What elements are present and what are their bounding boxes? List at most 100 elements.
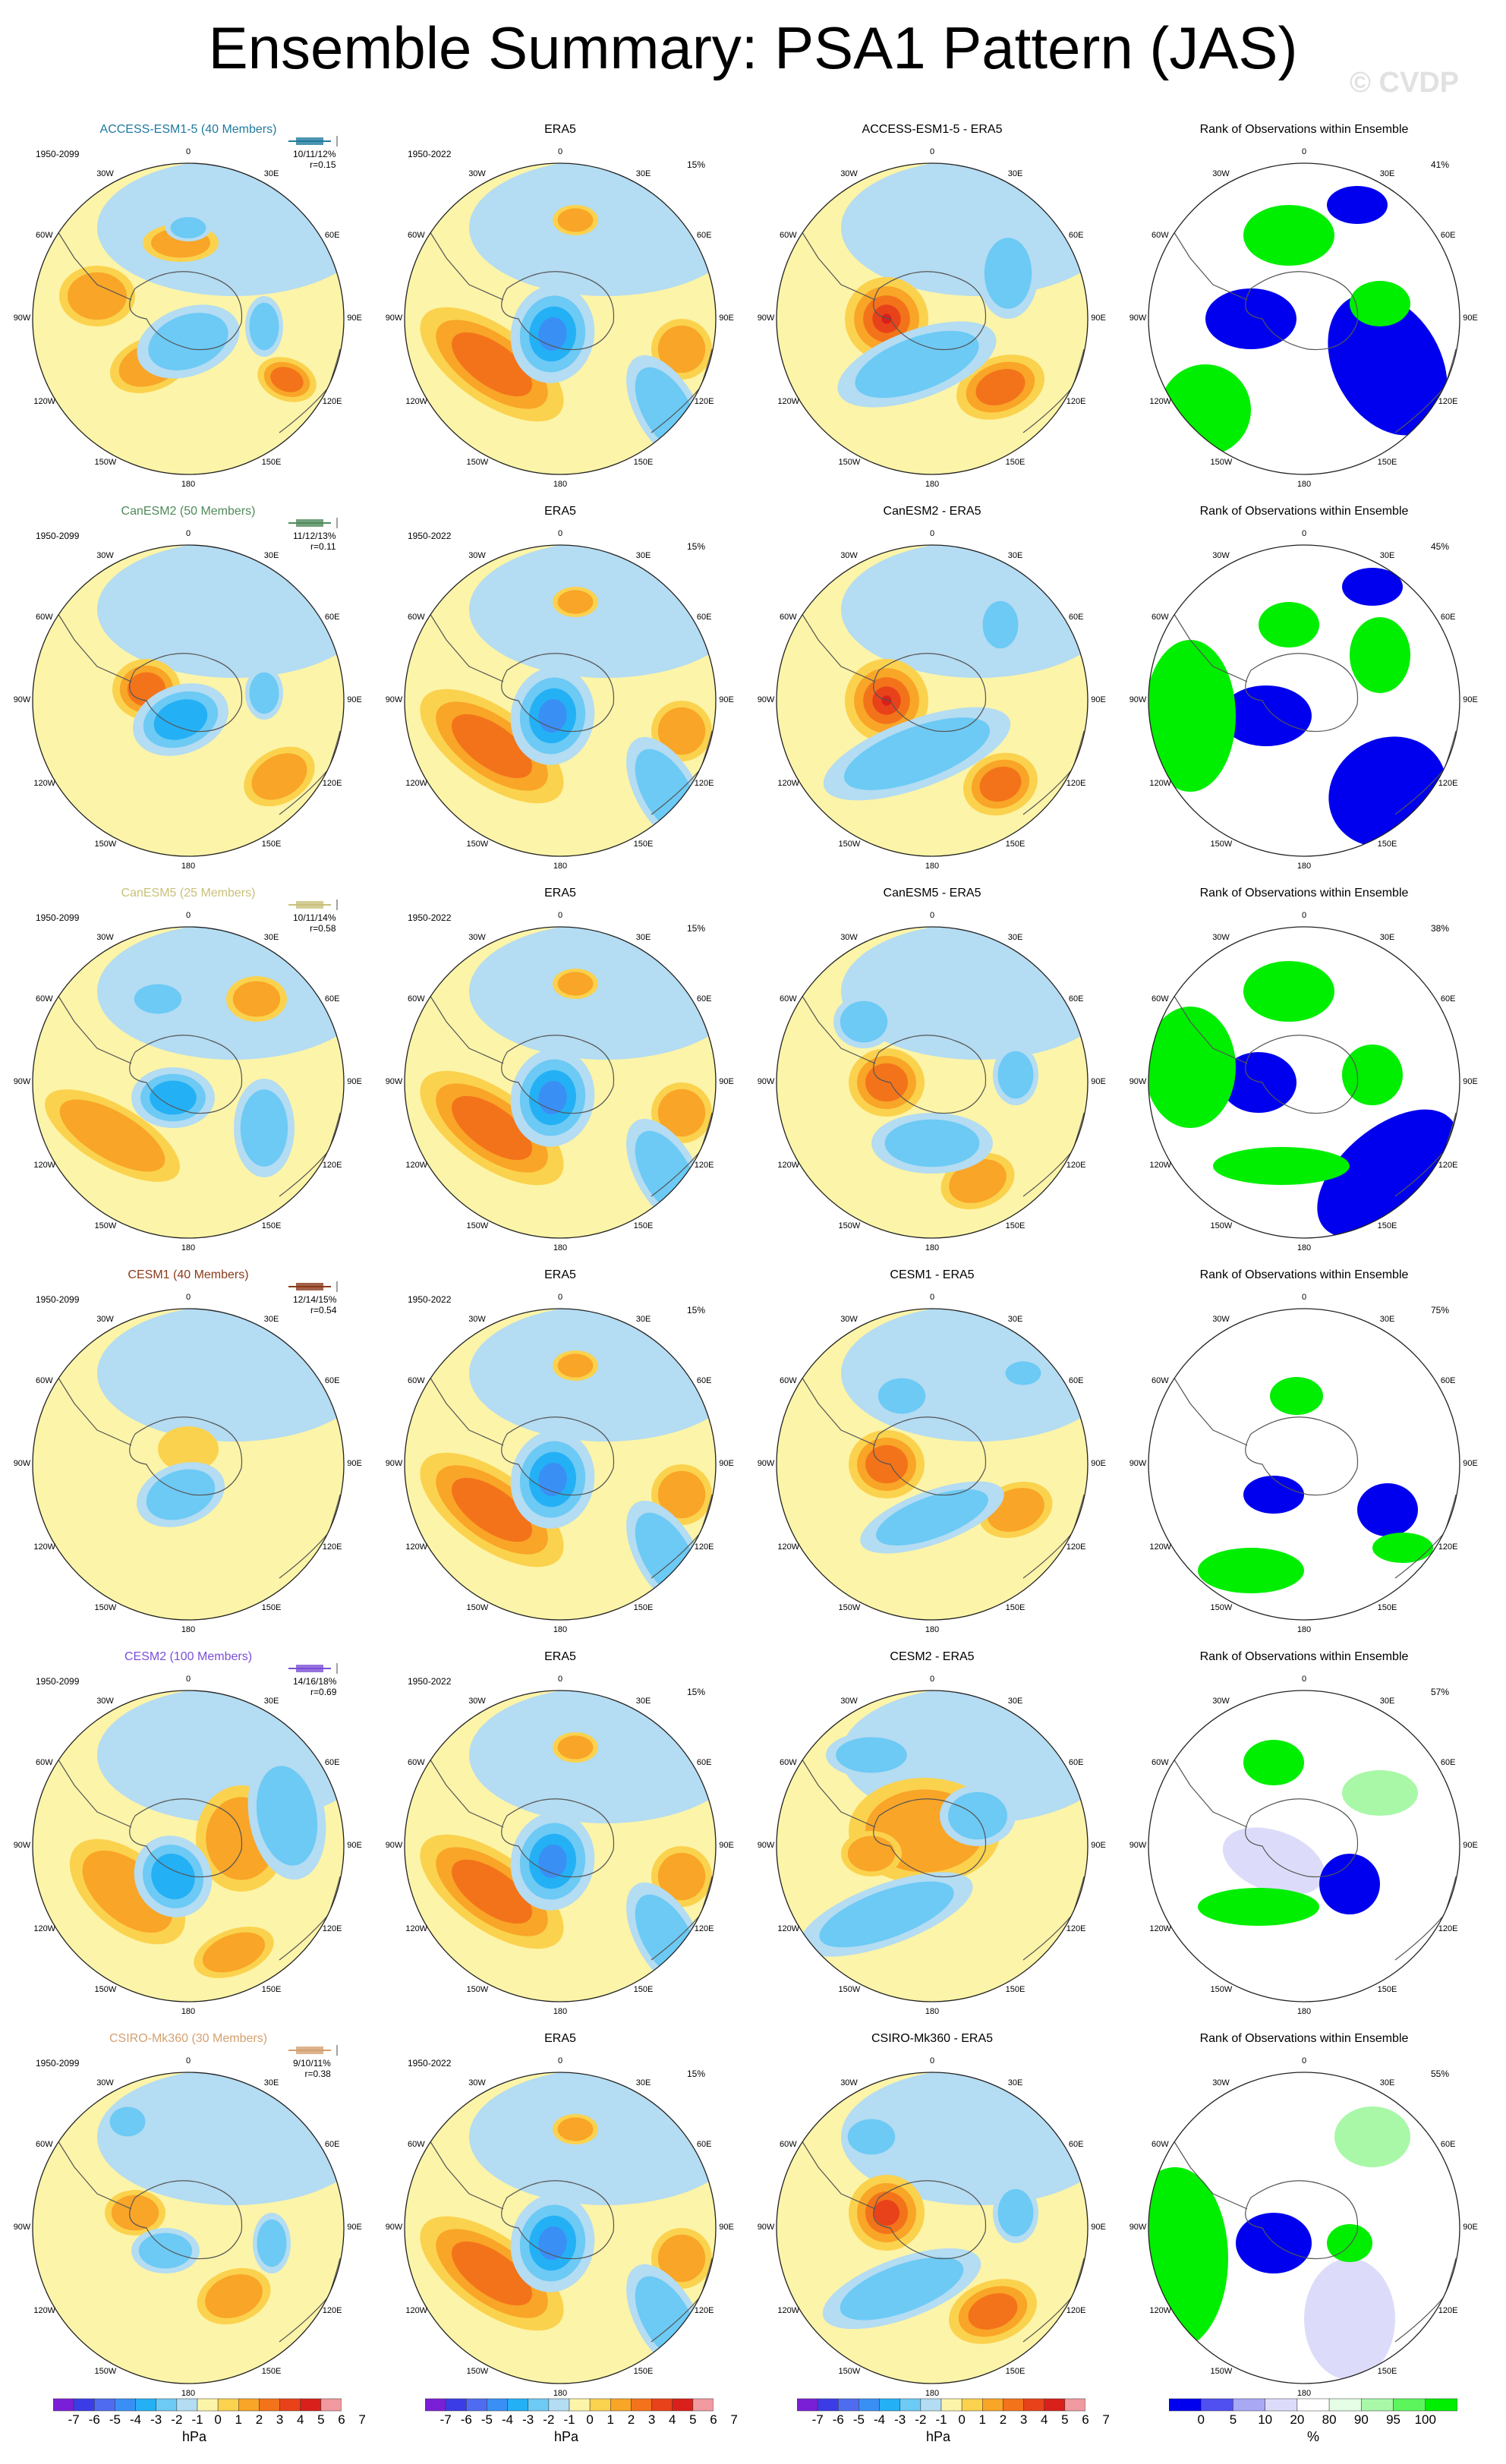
negative-anomaly xyxy=(819,1881,954,1948)
negative-anomaly xyxy=(256,1766,318,1866)
lon-label-150w: 150W xyxy=(94,2366,117,2376)
lon-label-90w: 90W xyxy=(1129,314,1147,323)
colorbar-tick: 0 xyxy=(214,2412,222,2427)
colorbar-swatch xyxy=(94,2398,115,2412)
colorbar-tick: 7 xyxy=(358,2412,366,2427)
lon-label-120e: 120E xyxy=(1066,1542,1086,1552)
lon-label-120e: 120E xyxy=(694,1924,714,1933)
lon-label-150w: 150W xyxy=(838,839,861,849)
antarctica-coastline xyxy=(501,653,615,733)
map-boundary xyxy=(776,544,1089,857)
south-america-coastline xyxy=(55,1754,132,1828)
lon-label-120e: 120E xyxy=(694,396,714,406)
lon-label-60e: 60E xyxy=(696,2139,712,2149)
map-field xyxy=(777,163,1088,474)
rank-region xyxy=(1243,205,1334,266)
lon-label-30e: 30E xyxy=(263,1697,279,1706)
map-boundary xyxy=(404,162,717,475)
map-boundary xyxy=(32,2072,345,2384)
colorbar-tick: 5 xyxy=(1061,2412,1069,2427)
positive-anomaly xyxy=(452,1859,532,1924)
pct-rank: 41% xyxy=(1431,159,1450,170)
rank-title: Rank of Observations within Ensemble xyxy=(1199,123,1409,136)
lon-label-120e: 120E xyxy=(1438,396,1458,406)
lon-label-90w: 90W xyxy=(13,1077,31,1086)
hpa-colorbar-swatches xyxy=(425,2398,714,2412)
lon-label-30w: 30W xyxy=(1212,933,1230,943)
lon-label-150w: 150W xyxy=(838,1221,861,1230)
lon-label-60e: 60E xyxy=(696,612,712,622)
lon-label-30e: 30E xyxy=(1007,1697,1023,1706)
south-america-coastline xyxy=(427,1372,504,1446)
lon-label-60e: 60E xyxy=(1068,2139,1084,2149)
pattern-correlation: r=0.58 xyxy=(310,923,336,934)
pct-rank: 75% xyxy=(1431,1305,1450,1315)
antarctica-coastline xyxy=(873,1416,987,1496)
negative-anomaly xyxy=(138,2232,193,2269)
polar-map xyxy=(404,544,717,857)
rank-region xyxy=(1198,1548,1304,1593)
map-field xyxy=(33,927,344,1238)
south-america-coastline xyxy=(799,609,876,682)
lon-label-90e: 90E xyxy=(1091,314,1106,323)
lon-label-60w: 60W xyxy=(408,2139,425,2149)
lon-label-90w: 90W xyxy=(1129,2223,1147,2232)
colorbar-tick: -1 xyxy=(935,2412,947,2427)
pattern-correlation: r=0.15 xyxy=(310,159,336,170)
lon-label-90w: 90W xyxy=(1129,695,1147,704)
lon-label-60e: 60E xyxy=(696,994,712,1004)
colorbar-swatch xyxy=(631,2398,652,2412)
lon-label-90e: 90E xyxy=(1463,1841,1478,1850)
lon-label-0: 0 xyxy=(929,911,935,920)
antarctica-coastline xyxy=(873,1798,987,1878)
colorbar-tick: -4 xyxy=(130,2412,142,2427)
south-america-coastline xyxy=(427,227,504,301)
lon-label-120w: 120W xyxy=(777,396,800,406)
positive-anomaly xyxy=(881,695,892,706)
antarctica-coastline xyxy=(129,2180,243,2260)
lon-label-90e: 90E xyxy=(719,695,734,704)
member-spread-boxplot xyxy=(288,1281,338,1292)
colorbar-swatch xyxy=(528,2398,550,2412)
rank-region xyxy=(1243,1476,1304,1514)
lon-label-120e: 120E xyxy=(1066,396,1086,406)
diff-title: CanESM5 - ERA5 xyxy=(883,887,981,900)
colorbar-tick: -5 xyxy=(852,2412,865,2427)
lon-label-120e: 120E xyxy=(1438,2305,1458,2315)
model-title: CESM1 (40 Members) xyxy=(128,1268,249,1281)
rank-region xyxy=(1342,1045,1403,1105)
lon-label-150w: 150W xyxy=(1210,457,1233,467)
lon-label-30w: 30W xyxy=(468,169,486,179)
polar-map xyxy=(776,1308,1089,1621)
rank-region xyxy=(1342,1770,1418,1816)
negative-region xyxy=(469,1309,716,1442)
lon-label-30w: 30W xyxy=(1212,2078,1230,2088)
lon-label-90e: 90E xyxy=(1463,1077,1478,1086)
rank-panel-row-5: Rank of Observations within Ensemble 0 30E… xyxy=(1116,1649,1492,2032)
pct-variance: 9/10/11% xyxy=(293,2058,331,2069)
negative-anomaly xyxy=(948,1791,1007,1840)
colorbar-tick: 5 xyxy=(1229,2412,1237,2427)
lon-label-30w: 30W xyxy=(96,933,114,943)
map-field xyxy=(777,927,1088,1238)
hpa-colorbar-1: -7 -6 -5 -4 -3 -2 -1 0 1 2 3 4 5 6 7 hPa xyxy=(53,2396,366,2464)
stats-block: 10/11/12% r=0.15 xyxy=(293,149,336,170)
rank-region xyxy=(1327,2224,1372,2262)
south-america-coastline xyxy=(1170,991,1248,1064)
map-boundary xyxy=(404,1690,717,2002)
lon-label-60e: 60E xyxy=(1440,230,1456,240)
antarctica-coastline xyxy=(1245,1035,1359,1114)
positive-anomaly xyxy=(59,1099,165,1172)
pct-rank: 45% xyxy=(1431,541,1450,552)
lon-label-90e: 90E xyxy=(1091,1841,1106,1850)
lon-label-30w: 30W xyxy=(1212,1315,1230,1325)
lon-label-0: 0 xyxy=(929,2056,935,2065)
pct-rank: 38% xyxy=(1431,923,1450,934)
colorbar-tick: 3 xyxy=(1019,2412,1028,2427)
map-field xyxy=(1148,545,1460,856)
colorbar-tick: 2 xyxy=(999,2412,1007,2427)
lon-label-150w: 150W xyxy=(1210,1602,1233,1612)
map-field xyxy=(405,1309,716,1620)
lon-label-150w: 150W xyxy=(838,2366,861,2376)
difference-panel-row-1: ACCESS-ESM1-5 - ERA5 0 30E 60E 90E 120E 150E 18… xyxy=(744,121,1120,505)
